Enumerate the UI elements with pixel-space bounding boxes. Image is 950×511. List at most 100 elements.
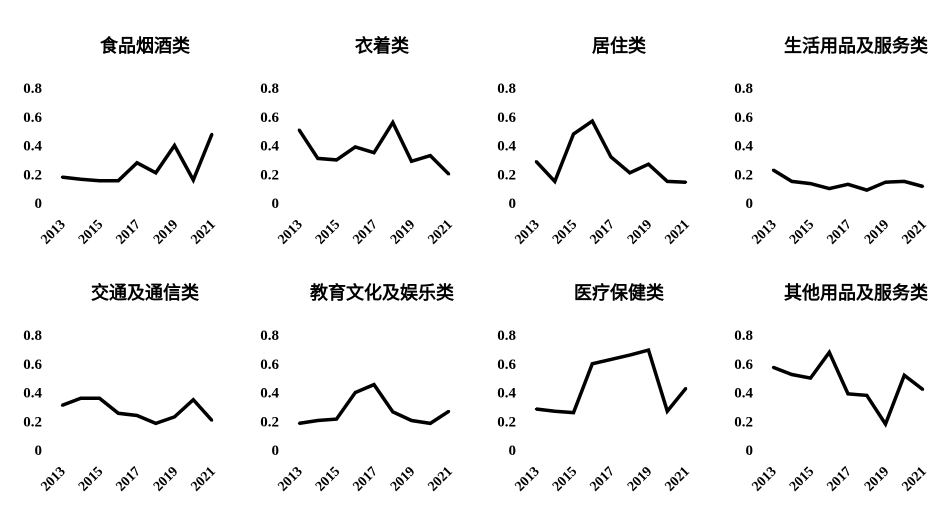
y-tick-label: 0.8	[497, 81, 516, 97]
data-point	[117, 412, 120, 415]
data-point	[809, 376, 812, 380]
data-point	[335, 417, 338, 421]
data-point	[410, 160, 413, 163]
x-tick-label: 2013	[512, 464, 542, 494]
x-tick-label: 2021	[188, 464, 218, 494]
data-point	[921, 185, 925, 188]
x-tick-label: 2017	[587, 464, 617, 494]
x-tick-label: 2019	[151, 217, 181, 247]
x-tick-label: 2021	[425, 464, 455, 494]
line-chart: 交通及通信类 0 0.2 0.4 0.6 0.8 2013 2015 2017 2019 2021	[23, 282, 219, 495]
x-tick-label: 2017	[587, 217, 617, 247]
y-tick-label: 0.6	[734, 110, 753, 126]
chart-panel: 生活用品及服务类 0 0.2 0.4 0.6 0.8 2013 2015 2017 2019 202…	[711, 0, 948, 255]
y-tick-label: 0	[35, 196, 43, 212]
chart-title: 其他用品及服务类	[784, 282, 929, 304]
data-point	[591, 362, 594, 365]
data-point	[354, 145, 357, 149]
data-point	[117, 179, 120, 182]
line-chart: 教育文化及娱乐类 0 0.2 0.4 0.6 0.8 2013 2015 2017 2019 202…	[260, 282, 456, 495]
data-point	[628, 353, 631, 357]
chart-panel: 居住类 0 0.2 0.4 0.6 0.8 2013 2015 2017 2019 2021	[474, 0, 711, 255]
chart-panel: 食品烟酒类 0 0.2 0.4 0.6 0.8 2013 2015 2017 2019 2021	[0, 0, 237, 255]
y-tick-label: 0	[272, 196, 280, 212]
data-point	[154, 171, 157, 175]
y-tick-label: 0.8	[23, 81, 42, 97]
data-point	[846, 392, 850, 396]
series-line	[61, 133, 214, 185]
x-tick-label: 2019	[862, 464, 892, 494]
data-point	[684, 386, 688, 390]
x-tick-label: 2015	[76, 217, 106, 247]
series-line	[534, 118, 687, 185]
chart-title: 居住类	[592, 35, 647, 57]
series-line	[61, 396, 214, 426]
chart-title: 教育文化及娱乐类	[310, 282, 455, 304]
x-tick-label: 2019	[388, 464, 418, 494]
data-point	[173, 144, 176, 147]
y-tick-label: 0.8	[260, 328, 279, 344]
y-tick-label: 0.8	[734, 81, 753, 97]
x-tick-label: 2021	[662, 464, 692, 494]
y-tick-label: 0.4	[734, 139, 753, 155]
chart-title: 医疗保健类	[574, 282, 665, 304]
y-tick-label: 0.6	[734, 357, 753, 373]
data-point	[354, 391, 357, 394]
x-tick-label: 2017	[824, 217, 854, 247]
data-point	[684, 180, 688, 184]
data-point	[572, 411, 575, 414]
x-tick-label: 2013	[38, 217, 68, 247]
chart-title: 交通及通信类	[91, 282, 200, 304]
data-point	[790, 180, 793, 183]
x-tick-label: 2013	[275, 464, 305, 494]
x-tick-label: 2019	[862, 217, 892, 247]
data-point	[809, 182, 812, 185]
series-line	[297, 118, 451, 176]
data-point	[210, 419, 214, 422]
x-tick-label: 2015	[550, 217, 580, 247]
x-tick-label: 2019	[625, 464, 655, 494]
x-tick-label: 2015	[787, 217, 817, 247]
data-point	[846, 183, 850, 186]
chart-panel: 其他用品及服务类 0 0.2 0.4 0.6 0.8 2013 2015 2017 2019 202…	[711, 247, 948, 502]
y-tick-label: 0.2	[23, 167, 42, 183]
data-point	[316, 419, 319, 422]
data-point	[771, 168, 775, 172]
data-point	[79, 178, 82, 181]
data-point	[865, 188, 868, 192]
y-tick-label: 0.6	[23, 357, 42, 373]
series-line	[772, 168, 924, 192]
data-point	[884, 180, 887, 184]
data-point	[192, 178, 195, 182]
y-tick-label: 0.6	[260, 110, 279, 126]
data-point	[391, 121, 394, 124]
data-point	[553, 180, 556, 183]
data-point	[210, 132, 214, 136]
y-tick-label: 0.8	[734, 328, 753, 344]
y-tick-label: 0.2	[260, 414, 279, 430]
x-tick-label: 2017	[113, 217, 143, 247]
x-tick-label: 2021	[425, 217, 455, 247]
data-point	[903, 374, 906, 377]
y-tick-label: 0.6	[23, 110, 42, 126]
y-tick-label: 0.4	[23, 386, 42, 402]
x-tick-label: 2017	[824, 464, 854, 494]
data-point	[647, 162, 650, 166]
line-chart: 食品烟酒类 0 0.2 0.4 0.6 0.8 2013 2015 2017 2019 2021	[23, 35, 219, 248]
x-tick-label: 2017	[350, 217, 380, 247]
y-tick-label: 0.4	[497, 139, 516, 155]
data-point	[828, 187, 831, 190]
chart-title: 食品烟酒类	[99, 35, 191, 57]
x-tick-label: 2017	[350, 464, 380, 494]
chart-panel: 教育文化及娱乐类 0 0.2 0.4 0.6 0.8 2013 2015 2017 2019 202…	[237, 247, 474, 502]
data-point	[771, 366, 775, 369]
series-line	[298, 382, 450, 426]
data-point	[60, 404, 64, 407]
y-tick-label: 0.4	[260, 386, 279, 402]
x-tick-label: 2021	[899, 217, 929, 247]
data-point	[410, 419, 413, 422]
data-point	[609, 155, 613, 159]
y-tick-label: 0.8	[23, 328, 42, 344]
line-chart: 衣着类 0 0.2 0.4 0.6 0.8 2013 2015 2017 2019 2021	[260, 35, 456, 248]
